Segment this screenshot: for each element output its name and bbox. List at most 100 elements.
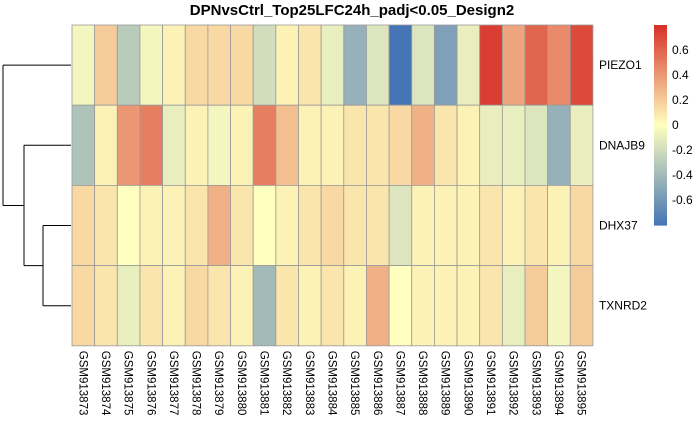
legend-gradient-step (654, 101, 667, 104)
heatmap-cell (94, 104, 118, 186)
heatmap-cell (207, 24, 231, 106)
legend-gradient-step (654, 141, 667, 144)
heatmap-cell (275, 104, 299, 186)
legend-gradient-step (654, 187, 667, 190)
legend-gradient-step (654, 115, 667, 118)
legend-gradient-step (654, 185, 667, 188)
heatmap-cell (388, 24, 413, 106)
legend-gradient-step (654, 59, 667, 62)
heatmap-cell (139, 265, 163, 347)
legend-gradient-step (654, 213, 667, 216)
legend-gradient-step (654, 177, 667, 180)
row-label: TXNRD2 (599, 299, 647, 313)
heatmap-cell (94, 265, 118, 347)
legend-gradient-step (654, 63, 667, 66)
legend-gradient-step (654, 167, 667, 170)
heatmap-cell (71, 24, 96, 106)
legend-gradient-step (654, 133, 667, 136)
legend-gradient-step (654, 161, 667, 164)
heatmap-cell (456, 265, 481, 347)
column-label: GSM913892 (507, 351, 519, 416)
heatmap-cell (139, 24, 163, 106)
row-label: PIEZO1 (599, 58, 642, 72)
heatmap-cell (230, 104, 254, 186)
heatmap-cell (184, 24, 209, 106)
legend-gradient-step (654, 67, 667, 70)
column-label: GSM913888 (416, 351, 428, 416)
legend-tick-label: 0.4 (672, 68, 689, 82)
column-label: GSM913876 (144, 351, 156, 416)
heatmap-cell (479, 265, 503, 347)
heatmap-cell (547, 265, 571, 347)
color-legend: -0.6 -0.4 -0.2 0 0.2 0.4 0.6 (654, 25, 693, 226)
legend-gradient-step (654, 117, 667, 120)
column-label: GSM913894 (552, 351, 564, 416)
legend-gradient-step (654, 179, 667, 182)
legend-gradient-step (654, 205, 667, 208)
legend-gradient-step (654, 135, 667, 138)
legend-gradient-step (654, 107, 667, 110)
heatmap-cell (456, 24, 481, 106)
heatmap-cell (207, 104, 231, 186)
heatmap-cell (320, 24, 345, 106)
row-label: DHX37 (599, 219, 638, 233)
heatmap-cell (388, 265, 413, 347)
heatmap-cell (320, 265, 345, 347)
legend-tick-label: 0.6 (672, 43, 689, 57)
heatmap-cell (388, 104, 413, 186)
legend-gradient-step (654, 151, 667, 154)
legend-gradient-step (654, 93, 667, 96)
legend-gradient-step (654, 61, 667, 64)
legend-gradient-step (654, 55, 667, 58)
column-label: GSM913883 (303, 351, 315, 416)
legend-gradient-step (654, 71, 667, 74)
heatmap-cell (184, 265, 209, 347)
heatmap-cell (343, 104, 367, 186)
heatmap-cell (162, 265, 186, 347)
heatmap-cell (230, 24, 254, 106)
column-label: GSM913885 (348, 351, 360, 416)
column-label: GSM913895 (575, 351, 587, 416)
column-label: GSM913884 (325, 351, 337, 416)
heatmap-cell (501, 265, 526, 347)
legend-gradient-step (654, 29, 667, 32)
column-label: GSM913887 (393, 351, 405, 416)
legend-gradient-step (654, 223, 667, 226)
legend-gradient-step (654, 65, 667, 68)
heatmap-cell (275, 265, 299, 347)
heatmap-cell (162, 104, 186, 186)
heatmap-cell (433, 24, 458, 106)
heatmap-cell (139, 104, 163, 186)
heatmap-cell (207, 184, 231, 266)
legend-gradient-step (654, 33, 667, 36)
heatmap-cell (116, 184, 141, 266)
heatmap-cell (298, 184, 322, 266)
heatmap-cell (524, 24, 549, 106)
legend-gradient-step (654, 189, 667, 192)
legend-tick-label: 0.2 (672, 93, 689, 107)
heatmap-cell (343, 184, 367, 266)
heatmap-cell (366, 104, 390, 186)
heatmap-cell (388, 184, 413, 266)
heatmap-cell (94, 184, 118, 266)
heatmap-cell (116, 265, 141, 347)
heatmap-cell (501, 104, 526, 186)
heatmap-cell (275, 184, 299, 266)
heatmap-cell (547, 24, 571, 106)
legend-gradient-step (654, 125, 667, 128)
heatmap-cells (71, 24, 594, 347)
legend-gradient-step (654, 221, 667, 224)
legend-gradient-step (654, 203, 667, 206)
heatmap-cell (366, 265, 390, 347)
heatmap-cell (71, 184, 96, 266)
heatmap-cell (230, 184, 254, 266)
legend-gradient-step (654, 155, 667, 158)
legend-gradient-step (654, 173, 667, 176)
legend-gradient-step (654, 45, 667, 48)
heatmap-cell (524, 184, 549, 266)
column-label: GSM913886 (371, 351, 383, 416)
legend-gradient-step (654, 123, 667, 126)
heatmap-cell (298, 104, 322, 186)
heatmap-cell (569, 265, 594, 347)
legend-gradient-step (654, 175, 667, 178)
